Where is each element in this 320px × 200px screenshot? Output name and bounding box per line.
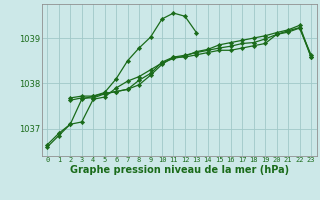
- X-axis label: Graphe pression niveau de la mer (hPa): Graphe pression niveau de la mer (hPa): [70, 165, 289, 175]
